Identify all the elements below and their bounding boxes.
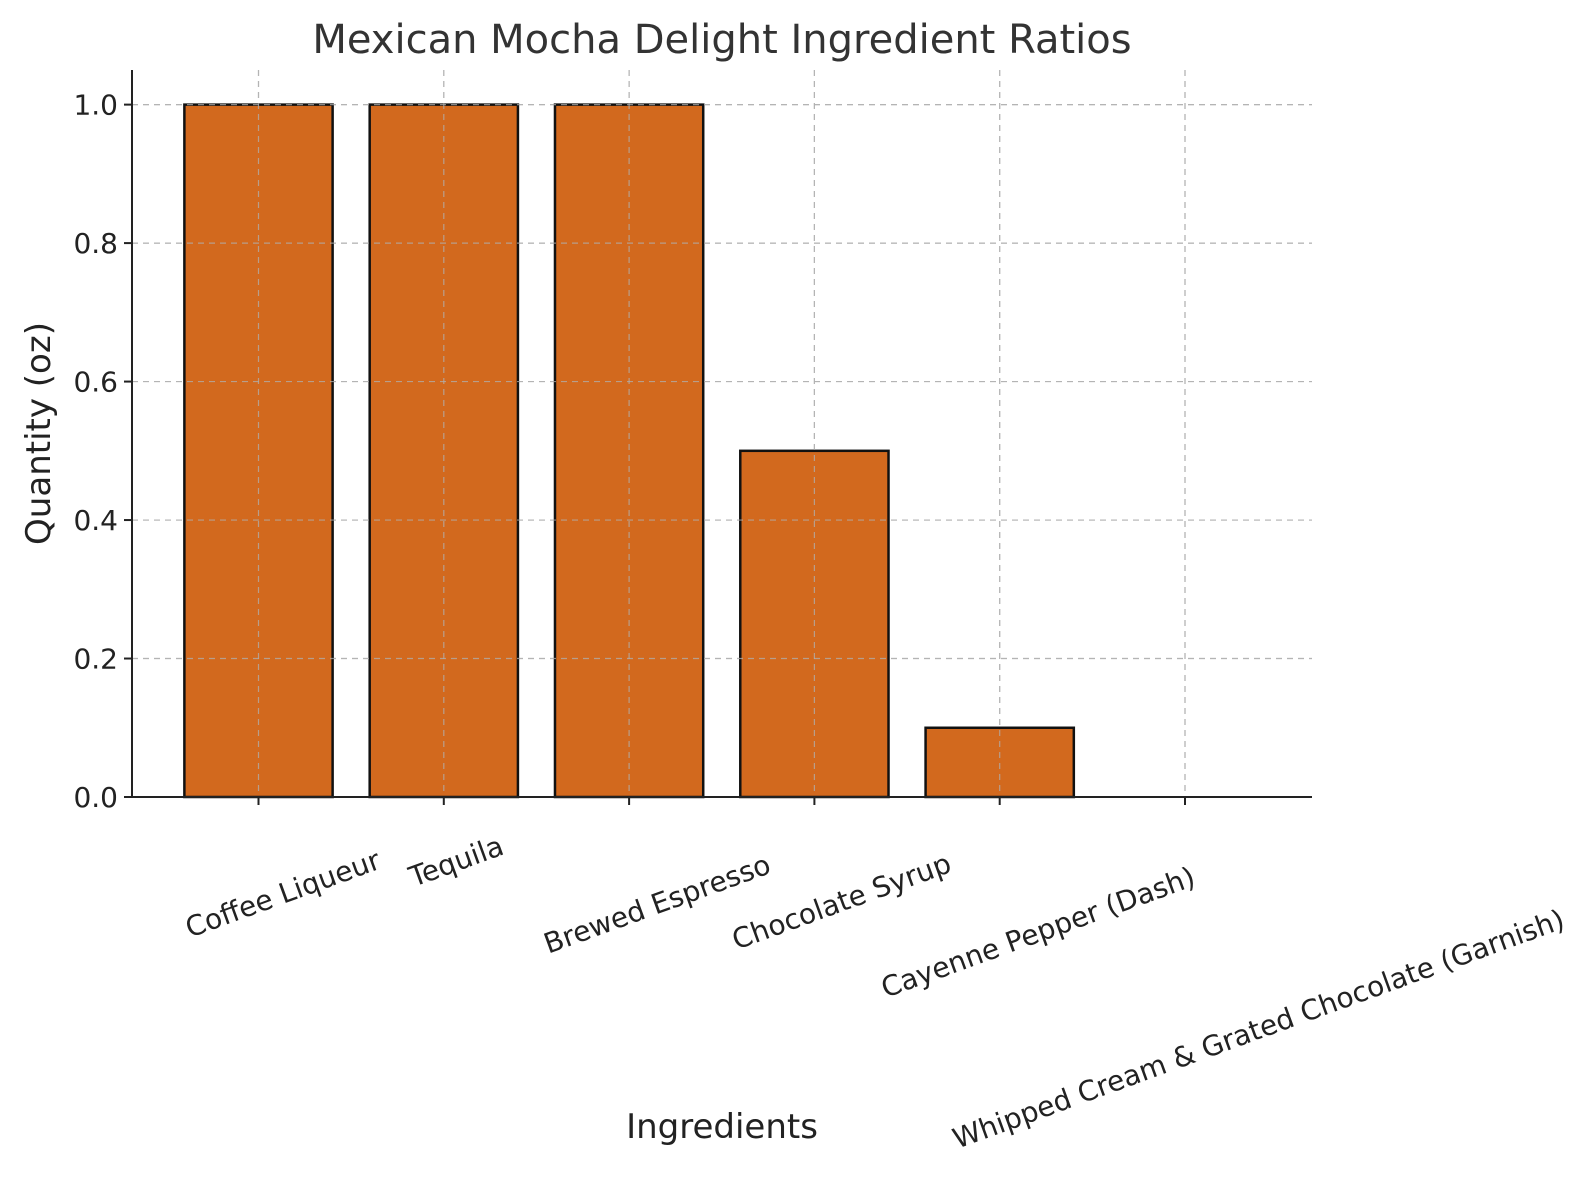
x-tick-label: Tequila <box>404 829 508 894</box>
chart-title: Mexican Mocha Delight Ingredient Ratios <box>312 17 1131 63</box>
x-axis-ticks: Coffee Liqueur Tequila Brewed EspressoChoc… <box>181 797 1569 1156</box>
y-tick-label: 0.6 <box>73 366 118 399</box>
bar-0 <box>183 103 334 799</box>
y-axis-ticks: 0.0 0.2 0.4 0.6 0.8 1.0 <box>73 89 132 814</box>
y-tick-label: 0.2 <box>73 643 118 676</box>
y-tick-label: 0.8 <box>73 227 118 260</box>
bar-2 <box>553 103 705 799</box>
y-axis-label: Quantity (oz) <box>19 322 59 545</box>
bars <box>183 103 1076 799</box>
x-axis-label: Ingredients <box>626 1107 818 1147</box>
x-tick-label: Coffee Liqueur <box>181 843 385 944</box>
y-tick-label: 1.0 <box>73 89 118 122</box>
y-tick-label: 0.4 <box>73 504 118 537</box>
bar-1 <box>368 103 520 799</box>
axes <box>131 70 1312 798</box>
y-tick-label: 0.0 <box>73 781 118 814</box>
